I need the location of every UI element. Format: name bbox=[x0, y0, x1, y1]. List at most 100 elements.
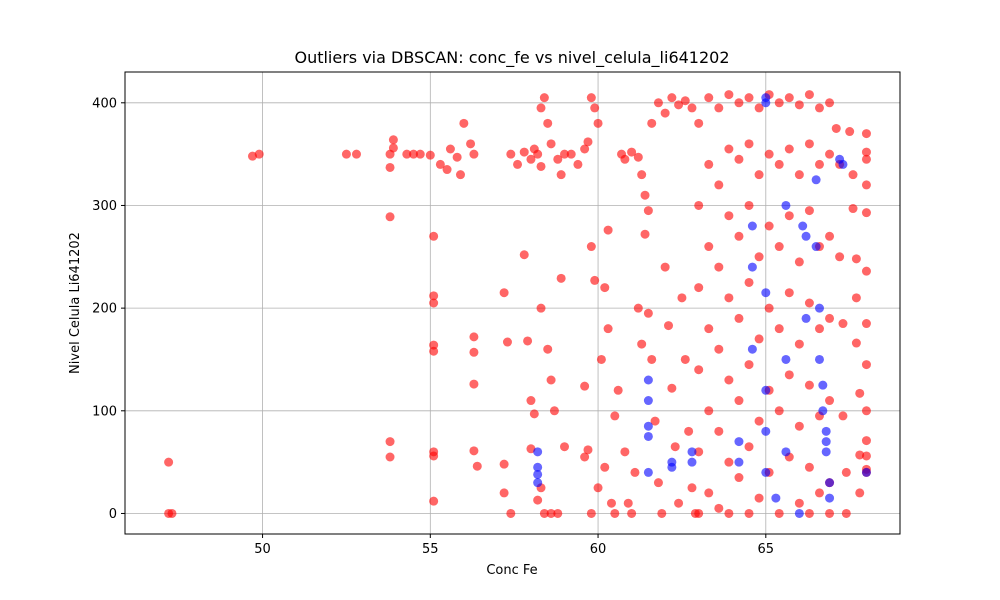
red-point bbox=[694, 508, 704, 518]
red-point bbox=[469, 379, 479, 389]
red-point bbox=[724, 144, 734, 154]
red-point bbox=[590, 103, 600, 113]
red-point bbox=[677, 293, 687, 303]
red-point bbox=[469, 332, 479, 342]
red-point bbox=[341, 149, 351, 159]
red-point bbox=[455, 170, 465, 180]
blue-point bbox=[818, 380, 828, 390]
red-point bbox=[825, 98, 835, 108]
blue-point bbox=[821, 426, 831, 436]
x-axis-ticks: 50 55 60 65 bbox=[254, 534, 774, 557]
red-point bbox=[660, 108, 670, 118]
red-point bbox=[704, 242, 714, 252]
red-point bbox=[794, 421, 804, 431]
red-point bbox=[804, 380, 814, 390]
red-point bbox=[653, 478, 663, 488]
red-point bbox=[526, 444, 536, 454]
red-point bbox=[754, 334, 764, 344]
y-axis-ticks: 0 100 200 300 400 bbox=[92, 96, 125, 522]
red-point bbox=[429, 231, 439, 241]
red-point bbox=[724, 293, 734, 303]
red-point bbox=[630, 467, 640, 477]
red-point bbox=[744, 442, 754, 452]
y-tick-label: 0 bbox=[109, 507, 117, 522]
blue-point bbox=[814, 303, 824, 313]
red-point bbox=[825, 508, 835, 518]
red-point bbox=[627, 147, 637, 157]
blue-point bbox=[734, 437, 744, 447]
blue-point bbox=[643, 467, 653, 477]
red-point bbox=[583, 137, 593, 147]
red-point bbox=[580, 144, 590, 154]
red-point bbox=[539, 93, 549, 103]
blue-point bbox=[687, 447, 697, 457]
red-point bbox=[855, 488, 865, 498]
red-point bbox=[643, 206, 653, 216]
red-point bbox=[855, 450, 865, 460]
blue-point bbox=[761, 467, 771, 477]
red-point bbox=[714, 180, 724, 190]
red-point bbox=[519, 250, 529, 260]
red-point bbox=[734, 473, 744, 483]
red-point bbox=[667, 93, 677, 103]
red-point bbox=[744, 508, 754, 518]
blue-point bbox=[781, 447, 791, 457]
red-point bbox=[848, 170, 858, 180]
red-point bbox=[851, 338, 861, 348]
red-point bbox=[442, 165, 452, 175]
red-point bbox=[647, 118, 657, 128]
red-point bbox=[774, 324, 784, 334]
red-point bbox=[754, 170, 764, 180]
blue-point bbox=[761, 98, 771, 108]
red-point bbox=[590, 275, 600, 285]
red-point bbox=[687, 103, 697, 113]
red-point bbox=[744, 139, 754, 149]
red-point bbox=[814, 324, 824, 334]
red-point bbox=[855, 388, 865, 398]
red-point bbox=[680, 96, 690, 106]
red-point bbox=[640, 190, 650, 200]
red-point bbox=[593, 483, 603, 493]
y-tick-label: 200 bbox=[92, 302, 117, 317]
red-point bbox=[667, 383, 677, 393]
y-tick-label: 400 bbox=[92, 96, 117, 111]
red-point bbox=[861, 360, 871, 370]
red-point bbox=[674, 498, 684, 508]
red-point bbox=[603, 324, 613, 334]
red-point bbox=[794, 100, 804, 110]
red-point bbox=[445, 144, 455, 154]
red-point bbox=[734, 313, 744, 323]
red-point bbox=[553, 508, 563, 518]
red-point bbox=[429, 346, 439, 356]
red-point bbox=[640, 229, 650, 239]
red-point bbox=[714, 344, 724, 354]
red-point bbox=[415, 149, 425, 159]
red-point bbox=[385, 212, 395, 222]
red-point bbox=[861, 266, 871, 276]
red-point bbox=[861, 451, 871, 461]
red-point bbox=[650, 416, 660, 426]
red-point bbox=[539, 508, 549, 518]
red-point bbox=[784, 288, 794, 298]
blue-point bbox=[861, 467, 871, 477]
blue-point bbox=[667, 462, 677, 472]
red-point bbox=[556, 273, 566, 283]
blue-point bbox=[825, 493, 835, 503]
blue-point bbox=[533, 469, 543, 479]
red-point bbox=[734, 231, 744, 241]
red-point bbox=[385, 437, 395, 447]
red-point bbox=[774, 508, 784, 518]
red-point bbox=[670, 442, 680, 452]
blue-point bbox=[747, 344, 757, 354]
red-point bbox=[583, 445, 593, 455]
red-point bbox=[613, 385, 623, 395]
red-point bbox=[429, 451, 439, 461]
red-point bbox=[724, 90, 734, 100]
red-point bbox=[814, 159, 824, 169]
plot-frame bbox=[124, 71, 901, 535]
red-point bbox=[744, 277, 754, 287]
red-point bbox=[472, 461, 482, 471]
red-point bbox=[643, 308, 653, 318]
red-point bbox=[633, 303, 643, 313]
